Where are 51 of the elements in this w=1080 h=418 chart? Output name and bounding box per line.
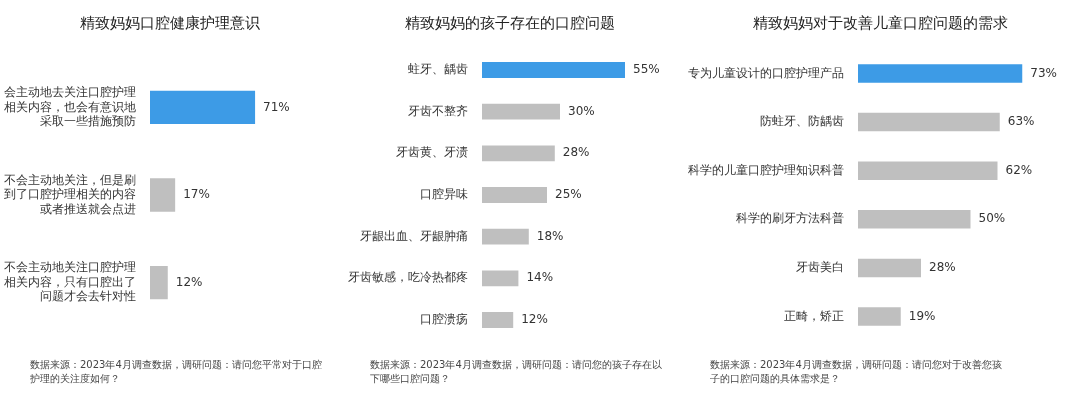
bar <box>482 187 547 203</box>
data-label: 18% <box>536 228 564 243</box>
y-tick-label: 科学的刷牙方法科普 <box>736 211 844 226</box>
bar <box>482 312 514 328</box>
data-label: 25% <box>555 187 582 202</box>
y-tick-label: 牙龈出血、牙龈肿痛 <box>360 228 468 243</box>
data-label: 17% <box>183 187 210 202</box>
source-note: 数据来源：2023年4月调查数据，调研问题：请问您平常对于口腔护理的关注度如何？ <box>30 358 323 386</box>
chart-title: 精致妈妈对于改善儿童口腔问题的需求 <box>751 14 1009 34</box>
data-label: 30% <box>568 103 595 118</box>
bar <box>858 161 998 180</box>
y-tick-label: 牙齿不整齐 <box>408 103 468 118</box>
y-tick-label: 正畸，矫正 <box>784 308 844 323</box>
y-tick-label: 蛀牙、龋齿 <box>408 62 468 77</box>
data-label: 50% <box>978 211 1006 226</box>
data-label: 28% <box>929 260 956 275</box>
data-label: 12% <box>175 274 203 289</box>
y-tick-label: 不会主动地关注，但是刷到了口腔护理相关的内容或者推送就会点进 <box>4 172 136 216</box>
data-label: 12% <box>521 312 548 327</box>
y-tick-label: 会主动地去关注口腔护理相关内容，也会有意识地采取一些措施预防 <box>4 85 136 128</box>
bar <box>858 112 1000 132</box>
bar <box>858 307 901 326</box>
data-label: 63% <box>1007 114 1035 129</box>
bar <box>858 210 971 229</box>
data-label: 28% <box>562 145 590 160</box>
data-label: 19% <box>908 308 936 323</box>
data-label: 14% <box>526 270 554 285</box>
data-label: 62% <box>1005 162 1033 177</box>
bar <box>858 258 921 278</box>
y-tick-label: 防蛀牙、防龋齿 <box>760 114 844 129</box>
y-tick-label: 牙齿美白 <box>796 260 844 275</box>
bar <box>858 64 1023 83</box>
bar <box>482 145 555 162</box>
y-tick-label: 不会主动地关注口腔护理相关内容，只有口腔出了问题才会去针对性 <box>4 260 136 304</box>
y-tick-label: 牙齿黄、牙渍 <box>396 145 468 160</box>
chart-title: 精致妈妈口腔健康护理意识 <box>79 14 261 34</box>
y-tick-label: 口腔溃疡 <box>420 312 468 327</box>
source-note: 数据来源：2023年4月调查数据，调研问题：请问您的孩子存在以下哪些口腔问题？ <box>370 358 663 386</box>
data-label: 73% <box>1030 65 1057 80</box>
data-label: 71% <box>263 99 290 114</box>
bar <box>482 103 560 120</box>
data-label: 55% <box>633 62 660 77</box>
y-tick-label: 专为儿童设计的口腔护理产品 <box>688 65 844 80</box>
y-tick-label: 牙齿敏感，吃冷热都疼 <box>348 270 468 285</box>
source-note: 数据来源：2023年4月调查数据，调研问题：请问您对于改善您孩子的口腔问题的具体需求是？ <box>710 358 1003 386</box>
bar <box>482 228 529 245</box>
y-tick-label: 科学的儿童口腔护理知识科普 <box>688 162 844 177</box>
chart-title: 精致妈妈的孩子存在的口腔问题 <box>404 14 616 34</box>
bar <box>482 62 625 78</box>
bar <box>482 270 519 287</box>
y-tick-label: 口腔异味 <box>420 187 468 202</box>
